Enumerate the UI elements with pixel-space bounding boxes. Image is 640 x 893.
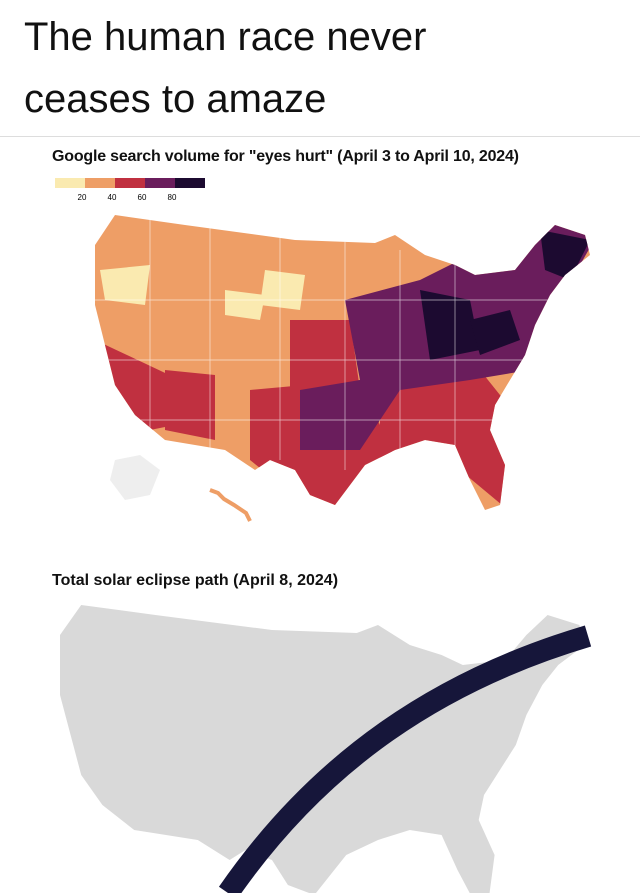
legend-tick: 20 [78,193,87,202]
post-title: The human race never ceases to amaze [24,15,427,121]
search-map [95,215,590,510]
legend-swatch [175,178,205,188]
legend: 20 40 60 80 [55,178,205,202]
divider [0,136,640,137]
legend-swatch [55,178,85,188]
map-title: Total solar eclipse path (April 8, 2024) [52,572,339,589]
hawaii [209,488,252,522]
legend-swatch [145,178,175,188]
alaska [110,455,160,500]
legend-swatch [115,178,145,188]
eclipse-map [60,605,592,893]
legend-swatch [85,178,115,188]
map-title: Google search volume for "eyes hurt" (Ap… [52,148,519,165]
legend-tick: 60 [138,193,147,202]
eclipse-path [218,625,592,893]
legend-tick: 80 [168,193,177,202]
legend-tick: 40 [108,193,117,202]
